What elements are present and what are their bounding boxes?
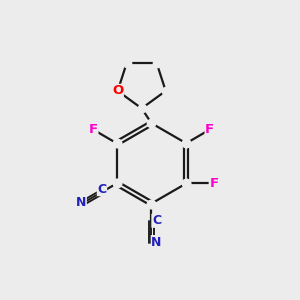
Text: C: C [98, 183, 106, 196]
Text: N: N [152, 236, 162, 249]
Text: F: F [205, 123, 214, 136]
Text: N: N [76, 196, 86, 209]
Text: C: C [152, 214, 161, 227]
Text: O: O [112, 84, 123, 98]
Text: F: F [89, 123, 98, 136]
Text: F: F [209, 177, 218, 190]
